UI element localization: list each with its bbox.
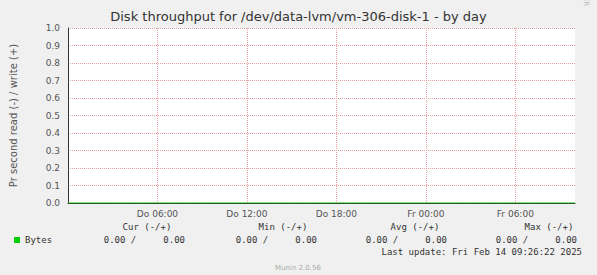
svg-text:0.3: 0.3 (46, 146, 60, 156)
svg-text:RRDTOOL / TOBI OETIKER: RRDTOOL / TOBI OETIKER (582, 0, 590, 6)
svg-text:Fr 06:00: Fr 06:00 (497, 209, 534, 219)
svg-text:0.2: 0.2 (46, 163, 60, 173)
svg-text:Fr 00:00: Fr 00:00 (407, 209, 444, 219)
svg-text:Do 06:00: Do 06:00 (137, 209, 179, 219)
svg-text:0.4: 0.4 (46, 128, 61, 138)
svg-text:Avg (-/+): Avg (-/+) (391, 222, 440, 232)
svg-text:0.8: 0.8 (46, 58, 61, 68)
svg-text:Munin 2.0.56: Munin 2.0.56 (275, 264, 321, 272)
svg-text:Max (-/+): Max (-/+) (525, 222, 574, 232)
svg-text:Pr second read (-) / write (+): Pr second read (-) / write (+) (8, 44, 19, 187)
svg-text:1.0: 1.0 (46, 23, 61, 33)
svg-text:0.6: 0.6 (46, 93, 61, 103)
svg-text:0.1: 0.1 (46, 181, 60, 191)
svg-text:Do 12:00: Do 12:00 (226, 209, 268, 219)
svg-text:Bytes: Bytes (25, 235, 52, 245)
svg-text:0.00 / 0.00: 0.00 / 0.00 (104, 235, 185, 245)
svg-text:Min (-/+): Min (-/+) (259, 222, 308, 232)
svg-text:0.00 / 0.00: 0.00 / 0.00 (236, 235, 317, 245)
svg-text:0.9: 0.9 (46, 41, 61, 51)
svg-text:Last update: Fri Feb 14 09:26:: Last update: Fri Feb 14 09:26:22 2025 (382, 247, 582, 257)
svg-text:Do 18:00: Do 18:00 (316, 209, 358, 219)
svg-text:0.00 / 0.00: 0.00 / 0.00 (366, 235, 447, 245)
svg-text:Disk throughput for /dev/data-: Disk throughput for /dev/data-lvm/vm-306… (110, 9, 487, 24)
svg-text:0.00 / 0.00: 0.00 / 0.00 (496, 235, 577, 245)
svg-text:Cur (-/+): Cur (-/+) (123, 222, 172, 232)
svg-text:0.0: 0.0 (46, 198, 61, 208)
svg-text:0.7: 0.7 (46, 76, 60, 86)
svg-text:0.5: 0.5 (46, 111, 60, 121)
